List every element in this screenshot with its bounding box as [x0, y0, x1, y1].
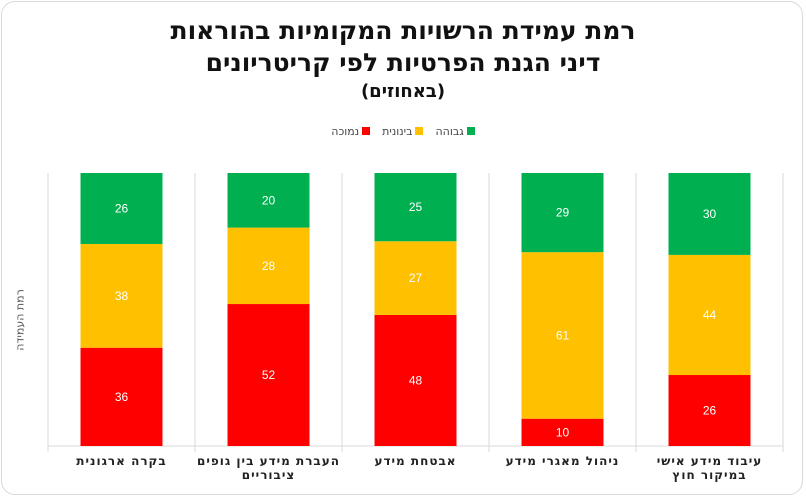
legend-swatch [415, 127, 424, 135]
legend-swatch [362, 127, 371, 135]
bar-segment [668, 375, 751, 446]
data-label: 10 [556, 425, 570, 439]
data-label: 44 [703, 308, 717, 322]
chart-title-line-1: רמת עמידת הרשויות המקומיות בהוראות [170, 16, 636, 45]
bar-segment [80, 173, 163, 244]
data-label: 61 [556, 328, 570, 342]
bar-segment [227, 173, 310, 228]
x-tick-label: בקרה ארגונית [76, 454, 167, 468]
bar-segment [668, 254, 751, 376]
x-tick-label: עיבוד מידע אישי במיקור חוץ [656, 454, 763, 482]
legend-label: נמוכה [331, 125, 360, 138]
bar-segment [374, 241, 457, 315]
bar-segment [668, 173, 751, 255]
legend-swatch [466, 127, 475, 135]
legend-label: גבוהה [435, 125, 464, 138]
chart-subtitle: (באחוזים) [360, 81, 446, 102]
data-label: 26 [115, 201, 129, 215]
bar-segment [227, 227, 310, 305]
data-label: 38 [115, 289, 129, 303]
bar-segment [374, 314, 457, 446]
data-label: 20 [262, 193, 276, 207]
data-label: 36 [115, 390, 129, 404]
data-label: 27 [409, 271, 423, 285]
x-tick-label: העברת מידע בין גופים ציבוריים [196, 454, 340, 482]
bar-segment [521, 173, 604, 253]
data-label: 28 [262, 259, 276, 273]
x-tick-label: אבטחת מידע [374, 454, 457, 468]
legend-item-medium: בינונית [382, 125, 424, 138]
data-label: 30 [703, 207, 717, 221]
bar-segment [521, 252, 604, 419]
bar-segment [227, 304, 310, 446]
data-label: 48 [409, 373, 423, 387]
chart-title-line-2: דיני הגנת הפרטיות לפי קריטריונים [205, 48, 601, 77]
bar-segment [80, 347, 163, 446]
bar-segment [374, 173, 457, 242]
x-tick-label: ניהול מאגרי מידע [505, 454, 620, 468]
data-label: 26 [703, 404, 717, 418]
data-label: 52 [262, 368, 276, 382]
data-label: 29 [556, 206, 570, 220]
bar-segment [80, 243, 163, 348]
legend: גבוהה בינונית נמוכה [0, 125, 806, 138]
legend-item-high: גבוהה [435, 125, 475, 138]
legend-item-low: נמוכה [331, 125, 371, 138]
bar-segment [521, 418, 604, 446]
data-label: 25 [409, 200, 423, 214]
legend-label: בינונית [382, 125, 413, 138]
